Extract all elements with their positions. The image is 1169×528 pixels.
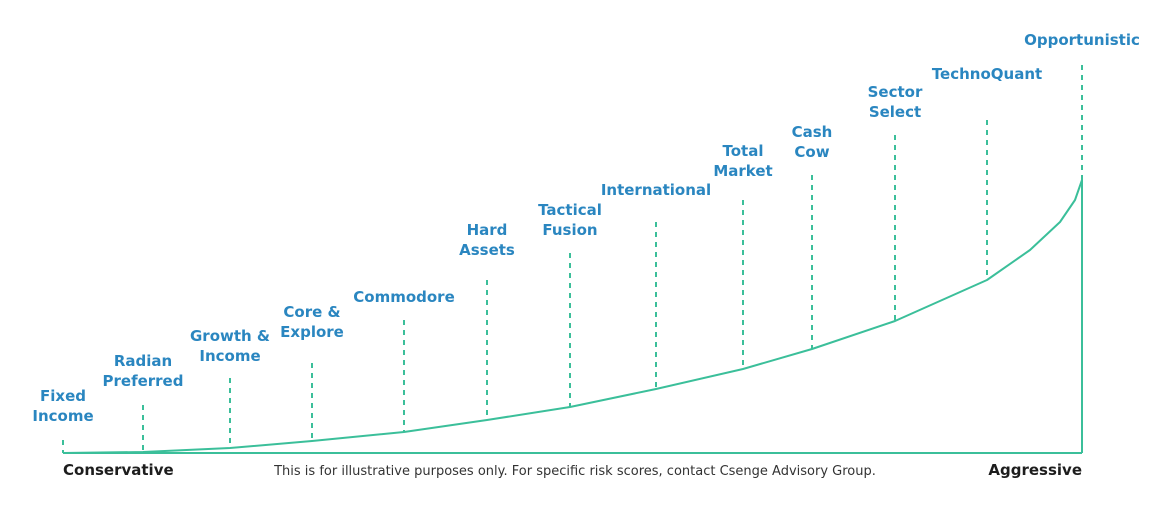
level-label: Income: [199, 347, 260, 365]
left-label: Conservative: [63, 461, 174, 479]
level-label: Sector: [868, 83, 923, 101]
level-label: Growth &: [190, 327, 270, 345]
level-label: Select: [869, 103, 921, 121]
level-label: Fixed: [40, 387, 86, 405]
risk-curve: [62, 179, 1083, 454]
level-label: Tactical: [538, 201, 602, 219]
level-label: Commodore: [353, 288, 455, 306]
level-label: Assets: [459, 241, 515, 259]
level-label: Income: [32, 407, 93, 425]
level-label: Explore: [280, 323, 344, 341]
level-label: Radian: [114, 352, 172, 370]
note: This is for illustrative purposes only. …: [273, 464, 876, 479]
level-label: Total: [723, 142, 764, 160]
right-label: Aggressive: [988, 461, 1082, 479]
level-label: Hard: [467, 221, 508, 239]
level-label: Opportunistic: [1024, 31, 1140, 49]
level-label: TechnoQuant: [932, 65, 1042, 83]
level-label: Core &: [283, 303, 340, 321]
level-label: Market: [713, 162, 772, 180]
level-label: Cow: [794, 143, 829, 161]
level-label: Preferred: [103, 372, 184, 390]
level-label: Cash: [792, 123, 833, 141]
level-label: International: [601, 181, 711, 199]
level-label: Fusion: [542, 221, 597, 239]
